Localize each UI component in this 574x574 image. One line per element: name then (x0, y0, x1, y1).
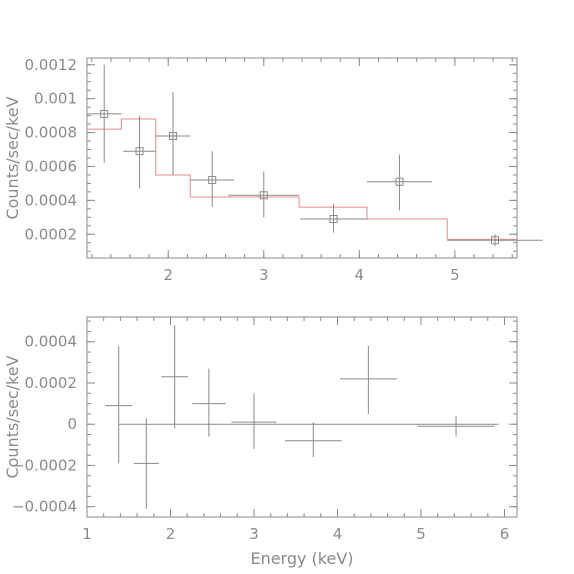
y-tick-label: 0.0004 (25, 333, 78, 351)
data-point (329, 215, 338, 224)
plot-frame (86, 316, 518, 518)
model-step-line (87, 118, 517, 240)
data-point (208, 176, 217, 185)
data-point (395, 177, 404, 186)
x-tick-label: 4 (355, 266, 365, 284)
y-tick-label: −0.0004 (12, 498, 77, 516)
y-tick-label: 0.0002 (25, 374, 78, 392)
x-axis-label: Energy (keV) (250, 549, 353, 568)
y-tick-label: 0 (67, 415, 77, 433)
x-tick-label: 3 (249, 525, 259, 543)
x-tick-label: 5 (416, 525, 426, 543)
y-axis-label: Counts/sec/keV (3, 355, 22, 478)
y-tick-label: −0.0002 (12, 456, 77, 474)
data-point (259, 191, 268, 200)
data-point (169, 131, 177, 140)
y-axis-label: Counts/sec/keV (3, 96, 22, 219)
y-tick-label: 0.001 (34, 90, 77, 108)
x-tick-label: 3 (259, 266, 269, 284)
data-point (135, 147, 144, 156)
y-tick-label: 0.0004 (25, 191, 78, 209)
y-tick-label: 0.0012 (25, 56, 78, 74)
x-tick-label: 6 (500, 525, 510, 543)
data-point (491, 236, 500, 245)
panel-residuals: 1 2 3 4 5 6 −0.0004 −0.0002 0 0.0002 0.0004Counts/… (3, 316, 518, 568)
x-tick-label: 2 (166, 525, 176, 543)
plot-frame (86, 57, 518, 259)
y-tick-label: 0.0002 (25, 225, 78, 243)
panel-spectrum: 2 3 4 5 0.0002 0.0004 0.0006 0.0008 0.001 0.0012 C… (3, 56, 543, 284)
data-point (100, 109, 109, 118)
y-tick-label: 0.0006 (25, 157, 78, 175)
y-tick-label: 0.0008 (25, 124, 78, 142)
x-tick-label: 2 (163, 266, 173, 284)
x-tick-label: 5 (450, 266, 460, 284)
x-tick-label: 1 (82, 525, 92, 543)
x-tick-label: 4 (333, 525, 343, 543)
